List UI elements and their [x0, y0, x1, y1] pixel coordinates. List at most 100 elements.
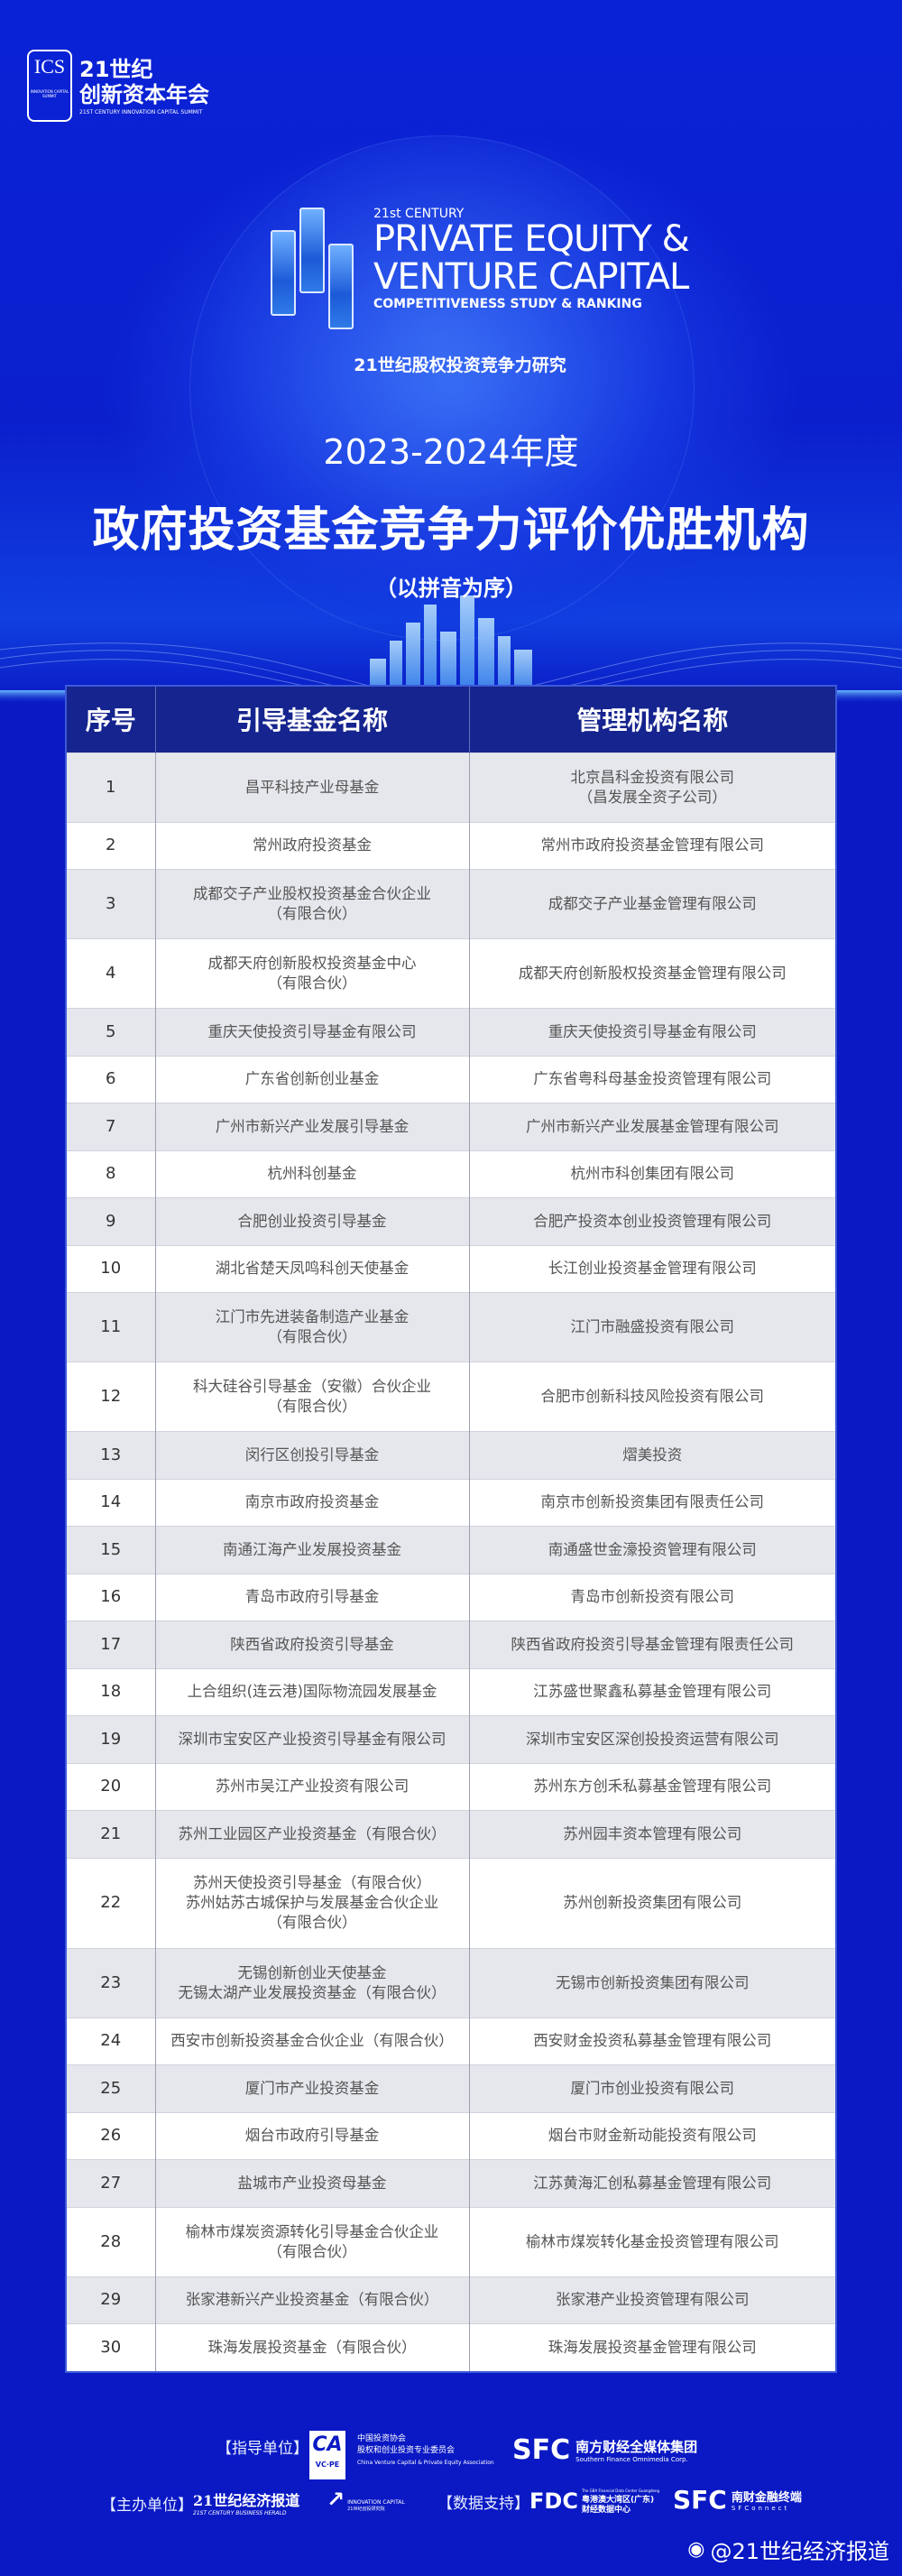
table-row: 10 湖北省楚天凤鸣科创天使基金 长江创业投资基金管理有限公司: [67, 1244, 835, 1293]
cell-manager-name: 南京市创新投资集团有限责任公司: [469, 1478, 835, 1527]
table-row: 26 烟台市政府引导基金 烟台市财金新动能投资有限公司: [67, 2111, 835, 2160]
sfc-group-logo: SFC 南方财经全媒体集团 Southern Finance Omnimedia C…: [512, 2434, 698, 2466]
cell-no: 11: [67, 1292, 156, 1362]
globe-graphic: [189, 135, 695, 641]
cell-fund-name: 广州市新兴产业发展引导基金: [155, 1103, 470, 1150]
cell-fund-name: 陕西省政府投资引导基金: [155, 1620, 470, 1668]
arrow-icon: ↗: [327, 2487, 345, 2512]
cell-fund-name: 盐城市产业投资母基金: [155, 2159, 470, 2207]
cell-no: 13: [67, 1431, 156, 1479]
cell-fund-name: 南通江海产业发展投资基金: [155, 1526, 470, 1574]
skyline-graphic: [0, 596, 902, 704]
table-row: 6 广东省创新创业基金 广东省粤科母基金投资管理有限公司: [67, 1055, 835, 1103]
cell-fund-name: 合肥创业投资引导基金: [155, 1197, 470, 1245]
cell-fund-name: 广东省创新创业基金: [155, 1055, 470, 1103]
cell-no: 24: [67, 2017, 156, 2065]
cell-no: 29: [67, 2276, 156, 2324]
cell-manager-name: 成都交子产业基金管理有限公司: [469, 869, 835, 939]
weibo-icon: ◉: [687, 2538, 705, 2561]
cell-fund-name: 榆林市煤炭资源转化引导基金合伙企业 （有限合伙）: [155, 2206, 470, 2276]
table-row: 16 青岛市政府引导基金 青岛市创新投资有限公司: [67, 1573, 835, 1621]
guide-label: 【指导单位】: [216, 2440, 308, 2458]
cell-fund-name: 青岛市政府引导基金: [155, 1573, 470, 1621]
cell-manager-name: 广东省粤科母基金投资管理有限公司: [469, 1055, 835, 1103]
cell-fund-name: 烟台市政府引导基金: [155, 2111, 470, 2160]
study-name: 21世纪股权投资竞争力研究: [354, 355, 566, 375]
cell-fund-name: 苏州天使投资引导基金（有限合伙） 苏州姑苏古城保护与发展基金合伙企业 （有限合伙…: [155, 1857, 470, 1948]
cell-manager-name: 无锡市创新投资集团有限公司: [469, 1947, 835, 2017]
cell-no: 7: [67, 1103, 156, 1150]
fdc-logo: FDC The GBA Financial Data Center Guangdo…: [529, 2488, 660, 2516]
cell-no: 17: [67, 1620, 156, 1668]
cell-fund-name: 张家港新兴产业投资基金（有限合伙）: [155, 2276, 470, 2324]
cell-no: 9: [67, 1197, 156, 1245]
table-row: 19 深圳市宝安区产业投资引导基金有限公司 深圳市宝安区深创投投资运营有限公司: [67, 1715, 835, 1763]
cell-no: 30: [67, 2323, 156, 2371]
cell-manager-name: 苏州创新投资集团有限公司: [469, 1857, 835, 1948]
cell-no: 12: [67, 1362, 156, 1432]
cell-manager-name: 南通盛世金濠投资管理有限公司: [469, 1526, 835, 1574]
cell-no: 25: [67, 2064, 156, 2112]
cell-manager-name: 苏州园丰资本管理有限公司: [469, 1810, 835, 1858]
cell-no: 8: [67, 1150, 156, 1198]
cell-manager-name: 成都天府创新股权投资基金管理有限公司: [469, 938, 835, 1009]
sfconnect-logo: SFC 南财金融终端 SFConnect: [673, 2485, 802, 2515]
table-row: 20 苏州市吴江产业投资有限公司 苏州东方创禾私募基金管理有限公司: [67, 1762, 835, 1811]
cell-no: 22: [67, 1857, 156, 1948]
cell-no: 16: [67, 1573, 156, 1621]
cell-fund-name: 重庆天使投资引导基金有限公司: [155, 1008, 470, 1056]
cell-manager-name: 江苏盛世聚鑫私募基金管理有限公司: [469, 1667, 835, 1716]
cell-manager-name: 广州市新兴产业发展基金管理有限公司: [469, 1103, 835, 1150]
table-row: 2 常州政府投资基金 常州市政府投资基金管理有限公司: [67, 821, 835, 870]
table-row: 8 杭州科创基金 杭州市科创集团有限公司: [67, 1150, 835, 1198]
table-row: 11 江门市先进装备制造产业基金 （有限合伙） 江门市融盛投资有限公司: [67, 1292, 835, 1362]
table-row: 28 榆林市煤炭资源转化引导基金合伙企业 （有限合伙） 榆林市煤炭转化基金投资管理有…: [67, 2206, 835, 2276]
cell-no: 14: [67, 1478, 156, 1527]
cell-no: 23: [67, 1947, 156, 2017]
cell-fund-name: 闵行区创投引导基金: [155, 1431, 470, 1479]
cell-manager-name: 江苏黄海汇创私募基金管理有限公司: [469, 2159, 835, 2207]
table-row: 21 苏州工业园区产业投资基金（有限合伙） 苏州园丰资本管理有限公司: [67, 1810, 835, 1858]
table-row: 13 闵行区创投引导基金 熠美投资: [67, 1431, 835, 1479]
pe-vc-logo: 21st CENTURY PRIVATE EQUITY & VENTURE CAPI…: [271, 208, 690, 329]
cell-fund-name: 湖北省楚天凤鸣科创天使基金: [155, 1244, 470, 1293]
cell-manager-name: 榆林市煤炭转化基金投资管理有限公司: [469, 2206, 835, 2276]
cell-no: 21: [67, 1810, 156, 1858]
table-row: 15 南通江海产业发展投资基金 南通盛世金濠投资管理有限公司: [67, 1526, 835, 1574]
column-header-fund: 引导基金名称: [155, 687, 470, 752]
table-row: 14 南京市政府投资基金 南京市创新投资集团有限责任公司: [67, 1478, 835, 1527]
cell-no: 28: [67, 2206, 156, 2276]
cell-no: 4: [67, 938, 156, 1009]
table-row: 24 西安市创新投资基金合伙企业（有限合伙） 西安财金投资私募基金管理有限公司: [67, 2017, 835, 2065]
table-row: 25 厦门市产业投资基金 厦门市创业投资有限公司: [67, 2064, 835, 2112]
cell-manager-name: 珠海发展投资基金管理有限公司: [469, 2323, 835, 2371]
table-row: 23 无锡创新创业天使基金 无锡太湖产业发展投资基金（有限合伙） 无锡市创新投资集团…: [67, 1947, 835, 2017]
cell-manager-name: 熠美投资: [469, 1431, 835, 1479]
cell-fund-name: 西安市创新投资基金合伙企业（有限合伙）: [155, 2017, 470, 2065]
cell-manager-name: 常州市政府投资基金管理有限公司: [469, 821, 835, 870]
innovation-capital-logo: ↗ INNOVATION CAPITAL 21世纪创投研究院: [327, 2487, 405, 2512]
hero-banner: ICS INNOVATION CAPITAL SUMMIT 21世纪 创新资本年会 2…: [0, 0, 902, 704]
table-row: 17 陕西省政府投资引导基金 陕西省政府投资引导基金管理有限责任公司: [67, 1620, 835, 1668]
cell-manager-name: 厦门市创业投资有限公司: [469, 2064, 835, 2112]
cell-manager-name: 杭州市科创集团有限公司: [469, 1150, 835, 1198]
cell-fund-name: 成都天府创新股权投资基金中心 （有限合伙）: [155, 938, 470, 1009]
cell-fund-name: 江门市先进装备制造产业基金 （有限合伙）: [155, 1292, 470, 1362]
cell-manager-name: 北京昌科金投资有限公司 （昌发展全资子公司）: [469, 752, 835, 822]
cell-fund-name: 深圳市宝安区产业投资引导基金有限公司: [155, 1715, 470, 1763]
cell-no: 10: [67, 1244, 156, 1293]
cell-fund-name: 苏州市吴江产业投资有限公司: [155, 1762, 470, 1811]
column-header-no: 序号: [67, 687, 156, 752]
data-support-label: 【数据支持】: [437, 2495, 529, 2513]
cell-manager-name: 张家港产业投资管理有限公司: [469, 2276, 835, 2324]
herald-logo: 21世纪经济报道 21ST CENTURY BUSINESS HERALD: [193, 2492, 300, 2516]
cell-fund-name: 成都交子产业股权投资基金合伙企业 （有限合伙）: [155, 869, 470, 939]
cell-fund-name: 南京市政府投资基金: [155, 1478, 470, 1527]
table-row: 18 上合组织(连云港)国际物流园发展基金 江苏盛世聚鑫私募基金管理有限公司: [67, 1667, 835, 1716]
cell-manager-name: 合肥产投资本创业投资管理有限公司: [469, 1197, 835, 1245]
cell-manager-name: 陕西省政府投资引导基金管理有限责任公司: [469, 1620, 835, 1668]
cell-fund-name: 昌平科技产业母基金: [155, 752, 470, 822]
cell-no: 2: [67, 821, 156, 870]
column-header-manager: 管理机构名称: [469, 687, 835, 752]
table-row: 27 盐城市产业投资母基金 江苏黄海汇创私募基金管理有限公司: [67, 2159, 835, 2207]
